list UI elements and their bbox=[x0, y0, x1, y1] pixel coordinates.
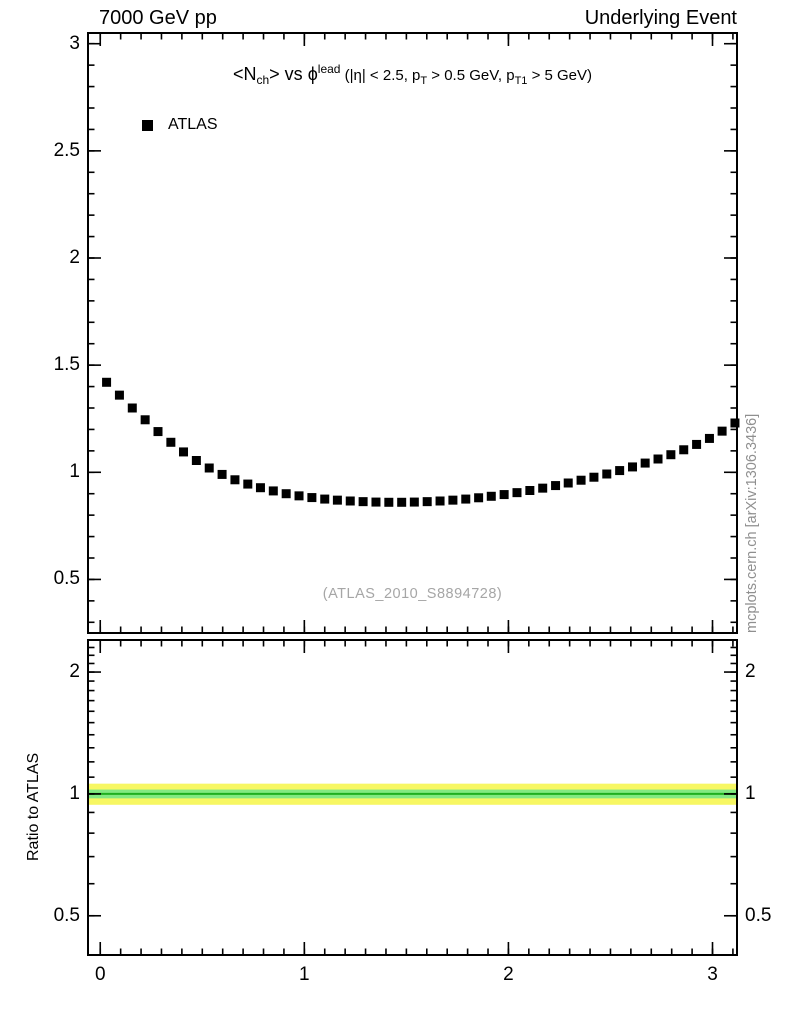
title-observable-post: > vs bbox=[269, 64, 308, 84]
header-beam-energy: 7000 GeV pp bbox=[99, 7, 217, 29]
data-point-marker bbox=[576, 475, 586, 485]
title-cut-part2: > 0.5 GeV, p bbox=[427, 67, 515, 84]
x-tick-label: 3 bbox=[707, 964, 718, 985]
data-point-marker bbox=[320, 494, 330, 504]
title-cuts: (|η| < 2.5, pT > 0.5 GeV, pT1 > 5 GeV) bbox=[340, 67, 593, 87]
data-point-marker bbox=[589, 472, 599, 482]
data-point-marker bbox=[512, 488, 522, 498]
ratio-y-tick-label-left: 0.5 bbox=[53, 904, 80, 926]
data-point-marker bbox=[628, 462, 638, 472]
data-point-marker bbox=[294, 491, 304, 501]
data-point-marker bbox=[371, 497, 381, 507]
data-point-marker bbox=[127, 403, 137, 413]
title-observable-sub: ch bbox=[256, 73, 270, 87]
data-point-marker bbox=[230, 475, 240, 485]
data-point-marker bbox=[717, 426, 727, 436]
ratio-y-tick-label-left: 1 bbox=[69, 782, 80, 804]
data-point-marker bbox=[525, 486, 535, 495]
data-point-marker bbox=[474, 493, 484, 503]
data-point-marker bbox=[217, 469, 227, 479]
data-point-marker bbox=[551, 481, 561, 491]
data-point-marker bbox=[435, 496, 445, 506]
data-point-marker bbox=[640, 458, 650, 468]
data-point-marker bbox=[191, 456, 201, 465]
data-point-marker bbox=[563, 478, 573, 488]
main-panel-frame bbox=[87, 32, 738, 634]
data-point-marker bbox=[666, 450, 676, 460]
data-point-marker bbox=[243, 479, 253, 489]
data-point-marker bbox=[255, 483, 265, 493]
ratio-y-tick-label-right: 0.5 bbox=[745, 904, 772, 926]
mcplots-attribution-note: mcplots.cern.ch [arXiv:1306.3436] bbox=[744, 413, 760, 633]
data-point-marker bbox=[358, 497, 368, 507]
data-point-marker bbox=[679, 445, 689, 455]
data-point-marker bbox=[307, 493, 317, 503]
legend-label: ATLAS bbox=[168, 116, 218, 133]
data-point-marker bbox=[397, 497, 407, 507]
data-point-marker bbox=[204, 463, 214, 473]
ratio-y-tick-label-right: 2 bbox=[745, 661, 756, 683]
header-analysis-group: Underlying Event bbox=[584, 7, 737, 29]
data-point-marker bbox=[448, 495, 458, 505]
main-y-tick-label: 2 bbox=[69, 247, 80, 268]
data-point-marker bbox=[692, 439, 702, 449]
ratio-y-tick-label-right: 1 bbox=[745, 782, 756, 804]
main-y-tick-label: 1 bbox=[69, 461, 80, 483]
x-tick-label: 1 bbox=[299, 964, 310, 985]
data-point-marker bbox=[384, 497, 394, 507]
data-point-marker bbox=[114, 390, 124, 400]
data-point-marker bbox=[268, 486, 278, 496]
data-point-marker bbox=[461, 494, 471, 504]
title-cut-part3: > 5 GeV) bbox=[527, 67, 593, 84]
ratio-y-tick-label-left: 2 bbox=[69, 661, 80, 683]
ratio-panel-frame bbox=[87, 639, 738, 956]
title-phi-superscript: lead bbox=[317, 62, 341, 76]
title-cut-sub2: T1 bbox=[514, 75, 528, 87]
data-point-marker bbox=[140, 415, 150, 425]
data-point-marker bbox=[345, 496, 355, 506]
data-point-marker bbox=[332, 495, 342, 505]
data-point-marker bbox=[153, 427, 163, 437]
main-y-tick-label: 0.5 bbox=[53, 568, 80, 590]
data-point-marker bbox=[179, 447, 189, 457]
data-point-marker bbox=[730, 418, 740, 428]
data-point-marker bbox=[538, 483, 548, 493]
main-y-tick-label: 2.5 bbox=[53, 139, 80, 161]
title-phi-symbol: ϕ bbox=[307, 64, 318, 84]
title-cut-sub1: T bbox=[420, 75, 428, 87]
data-point-marker bbox=[486, 491, 496, 501]
analysis-id-watermark: (ATLAS_2010_S8894728) bbox=[322, 586, 503, 602]
main-y-tick-label: 3 bbox=[69, 32, 80, 54]
title-cut-part1: (|η| < 2.5, p bbox=[340, 67, 421, 84]
ratio-axis-title: Ratio to ATLAS bbox=[25, 752, 42, 861]
data-point-marker bbox=[602, 469, 612, 479]
data-point-marker bbox=[615, 466, 625, 476]
plot-title: <Nch> vs ϕlead (|η| < 2.5, pT > 0.5 GeV,… bbox=[88, 62, 737, 87]
data-point-marker bbox=[281, 489, 291, 499]
data-point-marker bbox=[704, 433, 714, 443]
x-tick-label: 2 bbox=[503, 964, 514, 985]
data-point-marker bbox=[102, 377, 112, 387]
x-tick-label: 0 bbox=[94, 964, 106, 985]
data-point-marker bbox=[166, 437, 176, 447]
legend-marker-square-icon bbox=[142, 119, 153, 131]
data-point-marker bbox=[653, 454, 663, 464]
title-observable-pre: <N bbox=[232, 64, 257, 84]
legend: ATLAS bbox=[142, 116, 218, 134]
data-point-marker bbox=[409, 497, 419, 507]
data-point-marker bbox=[422, 497, 432, 507]
data-point-marker bbox=[499, 490, 509, 500]
main-y-tick-label: 1.5 bbox=[53, 354, 80, 376]
